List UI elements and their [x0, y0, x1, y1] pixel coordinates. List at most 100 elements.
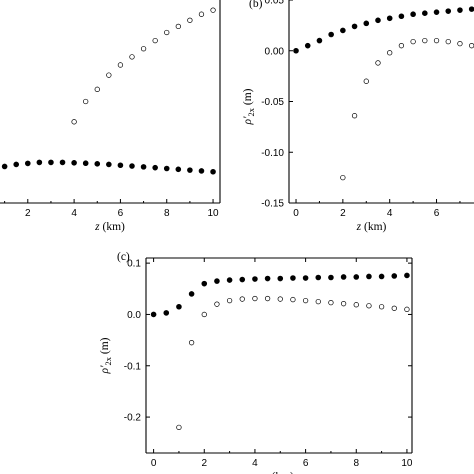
filled-data-point	[433, 9, 440, 15]
filled-data-point	[468, 6, 474, 12]
open-data-point	[375, 60, 381, 66]
open-data-point	[410, 38, 416, 45]
filled-data-point	[129, 163, 135, 169]
open-data-point	[106, 72, 112, 78]
x-tick-label: 10	[207, 208, 219, 219]
open-data-point	[201, 311, 207, 318]
filled-data-point	[176, 303, 182, 310]
filled-data-point	[82, 160, 89, 167]
x-tick-label: 6	[303, 458, 309, 469]
filled-data-point	[163, 310, 170, 316]
open-data-point	[328, 299, 334, 306]
x-tick-label: 2	[25, 208, 31, 219]
open-data-point	[404, 306, 410, 312]
filled-data-point	[328, 31, 334, 38]
data-points	[150, 272, 410, 430]
open-data-point	[71, 119, 77, 125]
open-data-point	[226, 297, 233, 304]
panel-1: 0 2 4 6 -0.15 -0.10 -0.05 0.00 0.05 z (km) ρ'2x (m…	[242, 0, 474, 233]
filled-data-point	[353, 274, 360, 280]
open-data-point	[188, 340, 195, 346]
filled-data-point	[106, 161, 112, 168]
filled-data-point	[163, 165, 170, 172]
filled-data-point	[24, 160, 31, 167]
filled-data-point	[328, 274, 334, 281]
open-data-point	[152, 37, 158, 44]
open-data-point	[94, 86, 100, 92]
open-data-point	[422, 37, 428, 44]
open-data-point	[340, 301, 347, 307]
open-data-point	[239, 296, 245, 302]
filled-data-point	[201, 280, 208, 287]
filled-data-point	[187, 167, 193, 173]
filled-data-point	[391, 273, 398, 279]
x-tick-label: 6	[434, 208, 440, 219]
filled-data-point	[188, 291, 195, 297]
open-data-point	[198, 11, 205, 17]
filled-data-point	[198, 168, 205, 174]
open-data-point	[340, 174, 346, 181]
open-data-point	[140, 46, 147, 52]
x-tick-label: 0	[293, 208, 299, 219]
filled-data-point	[1, 163, 8, 170]
filled-data-point	[386, 15, 393, 22]
x-axis-label: z (km)	[263, 471, 294, 474]
y-tick-label: -0.1	[124, 361, 142, 372]
x-tick-label: 6	[118, 208, 124, 219]
y-axis-label: ρ'2x (m)	[242, 88, 256, 125]
x-tick-label: 4	[71, 208, 77, 219]
open-data-point	[366, 303, 372, 309]
filled-data-point	[340, 27, 346, 34]
open-data-point	[290, 296, 296, 303]
open-data-point	[363, 78, 369, 84]
open-data-point	[117, 62, 124, 68]
filled-data-point	[378, 273, 385, 280]
open-data-point	[129, 54, 135, 60]
x-tick-label: 4	[387, 208, 393, 219]
open-data-point	[351, 113, 358, 119]
y-tick-label: 0.0	[127, 310, 141, 321]
open-data-point	[353, 302, 359, 308]
open-data-point	[398, 43, 405, 49]
y-tick-label: 0.00	[265, 46, 285, 57]
filled-data-point	[175, 166, 182, 173]
filled-data-point	[293, 47, 299, 54]
x-tick-label: 8	[353, 458, 359, 469]
y-tick-label: -0.05	[261, 97, 284, 108]
filled-data-point	[304, 42, 311, 49]
x-axis-label: z (km)	[356, 221, 387, 233]
filled-data-point	[13, 161, 20, 168]
y-tick-label: -0.10	[261, 148, 284, 159]
filled-data-point	[214, 278, 220, 284]
x-tick-label: 2	[340, 208, 346, 219]
y-tick-label: 0.05	[265, 0, 285, 7]
y-tick-label: -0.2	[124, 413, 142, 424]
filled-data-point	[48, 159, 54, 166]
open-data-point	[175, 23, 181, 30]
open-data-point	[214, 301, 220, 307]
panel-label: (c)	[117, 251, 130, 263]
filled-data-point	[239, 276, 246, 283]
filled-data-point	[94, 161, 101, 167]
open-data-point	[469, 43, 474, 49]
x-tick-label: 10	[401, 458, 413, 469]
filled-data-point	[404, 272, 410, 279]
y-tick-label: -0.15	[261, 199, 284, 210]
filled-data-point	[36, 159, 43, 166]
filled-data-point	[140, 164, 147, 170]
x-axis-label: z (km)	[94, 221, 125, 233]
y-tick-label: 0.1	[127, 259, 141, 270]
open-data-point	[210, 7, 216, 13]
open-data-point	[433, 37, 440, 44]
open-data-point	[315, 298, 321, 305]
open-data-point	[83, 98, 89, 105]
x-tick-label: 2	[201, 458, 207, 469]
filled-data-point	[59, 159, 66, 166]
filled-data-point	[315, 274, 322, 281]
panel-2: 0 2 4 6 8 10 -0.2 -0.1 0.0 0.1 z (km) ρ'2x (m) (c)	[99, 251, 413, 474]
filled-data-point	[117, 162, 124, 169]
filled-data-point	[340, 274, 347, 280]
filled-data-point	[302, 275, 309, 281]
filled-data-point	[290, 275, 296, 281]
